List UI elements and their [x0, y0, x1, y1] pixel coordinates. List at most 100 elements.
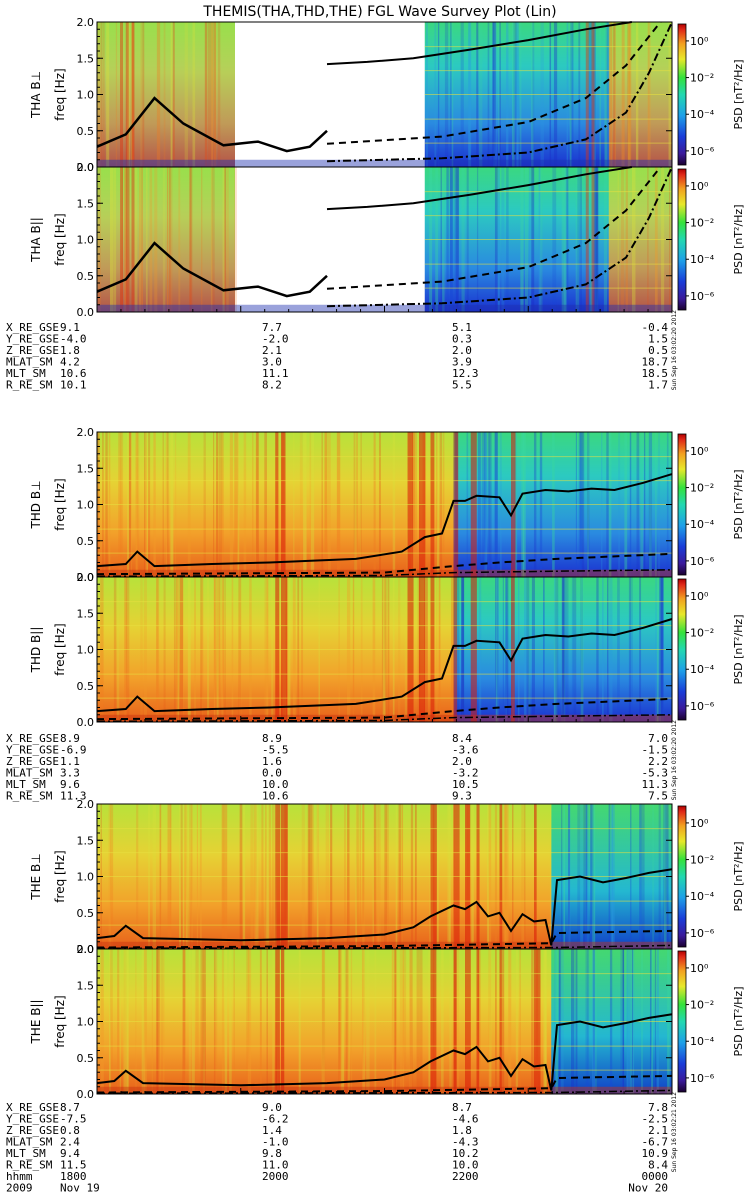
- spectrogram-streak: [156, 22, 161, 167]
- ephemeris-value: 2.1: [648, 1124, 668, 1137]
- spectrogram-streak: [189, 167, 193, 312]
- ephemeris-value: 1800: [60, 1170, 87, 1183]
- ephemeris-value: 7.7: [262, 321, 282, 334]
- timestamp-stamp: Sun Sep 16 03:02:20 2012: [671, 720, 678, 800]
- colorbar-tick-label: 10⁻⁴: [690, 518, 715, 531]
- dashdot-frequency-line: [326, 21, 673, 163]
- spectrogram-streak: [178, 167, 181, 312]
- spectrogram-panel: 0.0 0.5 1.0 1.5 2.0 THA B⊥ freq [Hz] 10⁰ 10⁻² 10⁻…: [29, 16, 745, 174]
- y-tick-label: 0.0: [77, 306, 95, 319]
- spectrogram-streak: [162, 167, 166, 312]
- spectrogram-streak: [222, 167, 226, 312]
- spectrogram-streak: [154, 167, 158, 312]
- dashed-frequency-line: [96, 1074, 673, 1094]
- y-axis-label: freq [Hz]: [53, 478, 67, 530]
- ephemeris-row-label: X_RE_GSE: [6, 321, 59, 334]
- ephemeris-value: 9.4: [60, 1147, 80, 1160]
- ephemeris-value: 2.0: [452, 344, 472, 357]
- spectrogram-streak: [113, 167, 117, 312]
- ephemeris-value: -6.9: [60, 744, 87, 757]
- spectrogram-panel: 0.0 0.5 1.0 1.5 2.0 THD B|| freq [Hz] 10⁰ 10⁻² 10…: [29, 571, 745, 800]
- ephemeris-value: 12.3: [452, 367, 479, 380]
- y-tick-label: 0.5: [77, 535, 95, 548]
- spectrogram-streak: [211, 22, 213, 167]
- ephemeris-value: 1.1: [60, 755, 80, 768]
- ephemeris-row-label: MLT_SM: [6, 367, 46, 380]
- spectrogram-streak: [169, 167, 173, 312]
- ephemeris-value: 9.8: [262, 1147, 282, 1160]
- spectrogram-streak: [212, 167, 215, 312]
- ephemeris-value: 10.0: [262, 778, 289, 791]
- ephemeris-value: -5.5: [262, 744, 289, 757]
- ephemeris-value: 4.2: [60, 356, 80, 369]
- y-tick-label: 0.0: [77, 161, 95, 174]
- colorbar-tick-label: 10⁰: [690, 445, 709, 458]
- y-axis-label: freq [Hz]: [53, 623, 67, 675]
- colorbar-tick-label: 10⁰: [690, 817, 709, 830]
- ephemeris-value: -0.4: [642, 321, 669, 334]
- spectrogram-streak: [141, 22, 144, 167]
- spectrogram-streak: [143, 22, 145, 167]
- ephemeris-value: -3.6: [452, 744, 479, 757]
- y-tick-label: 1.0: [77, 644, 95, 657]
- dashdot-frequency-line: [326, 166, 673, 308]
- low-frequency-band: [97, 941, 672, 949]
- spectrogram-streak: [172, 22, 175, 167]
- y-tick-label: 1.5: [77, 197, 95, 210]
- colorbar: [677, 23, 687, 166]
- y-tick-label: 0.5: [77, 1052, 95, 1065]
- ephemeris-value: 2.0: [452, 755, 472, 768]
- ephemeris-row-label: MLT_SM: [6, 778, 46, 791]
- y-tick-label: 2.0: [77, 16, 95, 29]
- dashdot-frequency-line: [96, 714, 673, 723]
- panel-label: THE B⊥: [29, 853, 43, 900]
- ephemeris-value: 10.0: [452, 1159, 479, 1172]
- colorbar-label: PSD [nT²/Hz]: [732, 986, 745, 1056]
- spectrogram-streak: [139, 167, 142, 312]
- ephemeris-value: 9.6: [60, 778, 80, 791]
- colorbar: [677, 950, 687, 1093]
- spectrogram-streak: [121, 167, 124, 312]
- ephemeris-table: X_RE_GSE 8.9 8.9 8.4 7.0Y_RE_GSE -6.9 -5.5 -3.6…: [6, 732, 668, 803]
- solid-frequency-line: [326, 21, 632, 66]
- spectrogram-streak: [140, 22, 143, 167]
- ephemeris-value: 10.1: [60, 379, 87, 392]
- ephemeris-value: 8.9: [262, 732, 282, 745]
- dashed-frequency-line: [326, 166, 662, 290]
- y-tick-label: 1.5: [77, 52, 95, 65]
- burst-streak: [125, 167, 129, 312]
- ephemeris-value: 1.7: [648, 379, 668, 392]
- spectrogram-streak: [109, 167, 114, 312]
- spectrogram-streak: [234, 167, 237, 312]
- spectrogram-streak: [207, 22, 212, 167]
- colorbar-tick-label: 10⁻⁴: [690, 108, 715, 121]
- dashed-frequency-line: [96, 929, 673, 949]
- spectrogram-streak: [166, 167, 169, 312]
- ephemeris-value: 9.3: [452, 790, 472, 803]
- spectrogram-streak: [170, 22, 173, 167]
- colorbar-tick-label: 10⁻⁴: [690, 1035, 715, 1048]
- data-gap: [235, 167, 425, 312]
- colorbar: [677, 578, 687, 721]
- solid-frequency-line: [96, 241, 328, 298]
- data-gap: [235, 22, 425, 167]
- ephemeris-row-label: R_RE_SM: [6, 1159, 53, 1172]
- solid-frequency-line: [326, 166, 632, 211]
- ephemeris-row-label: MLT_SM: [6, 1147, 46, 1160]
- ephemeris-value: -4.6: [452, 1113, 479, 1126]
- y-tick-label: 0.5: [77, 270, 95, 283]
- colorbar-tick-label: 10⁰: [690, 180, 709, 193]
- panel-label: THD B⊥: [29, 480, 43, 529]
- spectrogram-segment: [97, 167, 235, 312]
- ephemeris-value: 8.2: [262, 379, 282, 392]
- solid-frequency-line: [96, 473, 673, 568]
- spectrogram-streak: [189, 167, 192, 312]
- ephemeris-value: -4.3: [452, 1136, 479, 1149]
- spectrogram-streak: [213, 22, 216, 167]
- ephemeris-value: 8.4: [452, 732, 472, 745]
- y-tick-label: 1.0: [77, 499, 95, 512]
- ephemeris-value: 7.8: [648, 1101, 668, 1114]
- colorbar-tick-label: 10⁻⁶: [690, 290, 715, 303]
- ephemeris-value: 5.5: [452, 379, 472, 392]
